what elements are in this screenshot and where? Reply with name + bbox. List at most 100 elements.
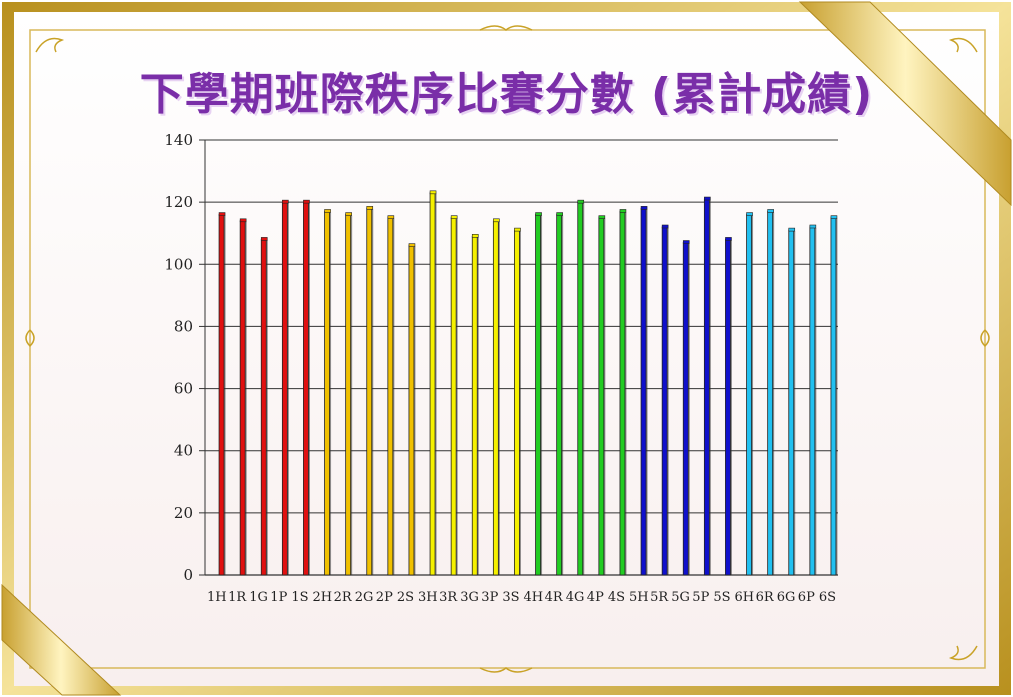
bar-cap — [661, 224, 669, 229]
x-tick-label: 5P — [692, 590, 709, 605]
bar-5G — [682, 242, 689, 576]
y-tick-label: 120 — [164, 193, 193, 211]
bar-cap — [598, 215, 606, 219]
bar-shade — [456, 218, 458, 575]
bar-shade — [688, 243, 690, 576]
bar-2H — [324, 211, 330, 576]
bar-shade — [751, 215, 754, 576]
x-tick-label: 6G — [777, 590, 796, 605]
bar-5R — [661, 226, 668, 576]
bar-shade — [371, 209, 374, 575]
bar-cap — [556, 212, 563, 216]
x-tick-label: 3R — [439, 590, 458, 605]
page-title: 下學期班際秩序比賽分數 (累計成績) — [139, 69, 874, 120]
x-tick-label: 5R — [650, 590, 669, 605]
axes — [199, 139, 838, 576]
grid-lines — [205, 139, 838, 514]
bar-6H — [746, 214, 752, 576]
x-tick-label: 2R — [334, 590, 353, 605]
bar-cap — [830, 215, 838, 219]
bar-cap — [535, 212, 542, 216]
bar-4G — [577, 201, 584, 576]
x-tick-label: 3S — [502, 590, 519, 605]
x-tick-label: 1G — [249, 590, 268, 605]
bar-shade — [435, 193, 437, 576]
x-tick-label: 5H — [629, 590, 649, 605]
bar-4S — [619, 211, 626, 576]
x-tick-label: 4P — [587, 590, 604, 605]
bars — [218, 190, 838, 576]
bar-cap — [682, 240, 690, 244]
bar-cap — [493, 218, 500, 223]
bar-cap — [366, 206, 374, 210]
bar-shade — [519, 231, 521, 575]
bar-shade — [224, 215, 226, 576]
x-tick-label: 5G — [671, 590, 690, 605]
x-tick-label: 1S — [291, 590, 308, 605]
bar-1H — [218, 214, 225, 576]
bar-cap — [387, 215, 395, 219]
x-tick-label: 4G — [566, 590, 585, 605]
ribbon-top-right — [798, 1, 1012, 207]
bar-cap — [450, 215, 458, 219]
bar-cap — [640, 206, 648, 210]
y-tick-labels: 0 20 40 60 80 100 120 140 — [164, 131, 193, 584]
bar-shade — [667, 228, 669, 575]
bar-shade — [730, 240, 732, 575]
bar-cap — [809, 224, 817, 229]
bar-cap — [408, 243, 416, 247]
bar-3G — [471, 235, 478, 576]
x-tick-label: 3G — [460, 590, 479, 605]
bar-shade — [624, 212, 627, 575]
x-tick-labels: 1H 1R 1G 1P 1S 2H 2R 2G 2P 2S 3H 3R 3G 3P 3S 4H 4R 4G 4P 4S… — [207, 590, 836, 605]
bar-4R — [556, 214, 563, 576]
x-tick-label: 1H — [207, 590, 227, 605]
bar-cap — [218, 212, 226, 216]
bar-cap — [239, 218, 247, 223]
bar-3S — [514, 229, 520, 576]
bar-6G — [788, 229, 795, 576]
bar-cap — [788, 227, 796, 232]
x-tick-label: 6P — [798, 590, 815, 605]
bar-3H — [429, 192, 436, 576]
bar-shade — [709, 200, 711, 576]
y-tick-label: 20 — [174, 504, 193, 522]
y-tick-label: 40 — [174, 442, 193, 460]
bar-1R — [239, 220, 246, 576]
bar-2S — [408, 245, 415, 576]
ribbon-bottom-left — [1, 583, 122, 696]
bar-cap — [282, 199, 289, 204]
x-tick-label: 1P — [270, 590, 287, 605]
bar-cap — [704, 196, 711, 201]
bar-1S — [303, 201, 309, 576]
y-tick-label: 80 — [174, 317, 193, 335]
bar-6P — [809, 226, 816, 576]
bar-shade — [646, 209, 648, 575]
bar-shade — [245, 221, 247, 576]
bar-cap — [767, 209, 774, 213]
x-tick-label: 5S — [713, 590, 730, 605]
bar-cap — [324, 209, 331, 213]
bar-shade — [477, 237, 479, 576]
x-tick-label: 2H — [313, 590, 333, 605]
bar-cap — [514, 227, 521, 232]
bar-shade — [814, 228, 817, 575]
bar-4H — [535, 214, 541, 576]
x-tick-label: 2P — [376, 590, 393, 605]
bar-shade — [772, 212, 775, 575]
x-tick-label: 1R — [228, 590, 247, 605]
x-tick-label: 4R — [545, 590, 564, 605]
bar-cap — [260, 237, 268, 241]
x-tick-label: 4S — [608, 590, 625, 605]
ornament-line — [29, 29, 986, 669]
bar-shade — [498, 221, 500, 576]
bar-cap — [746, 212, 753, 216]
x-tick-label: 3P — [481, 590, 498, 605]
bar-3P — [492, 220, 499, 576]
x-tick-label: 6S — [819, 590, 836, 605]
bar-shade — [540, 215, 543, 576]
bar-2R — [345, 214, 352, 576]
y-tick-label: 0 — [183, 566, 193, 584]
